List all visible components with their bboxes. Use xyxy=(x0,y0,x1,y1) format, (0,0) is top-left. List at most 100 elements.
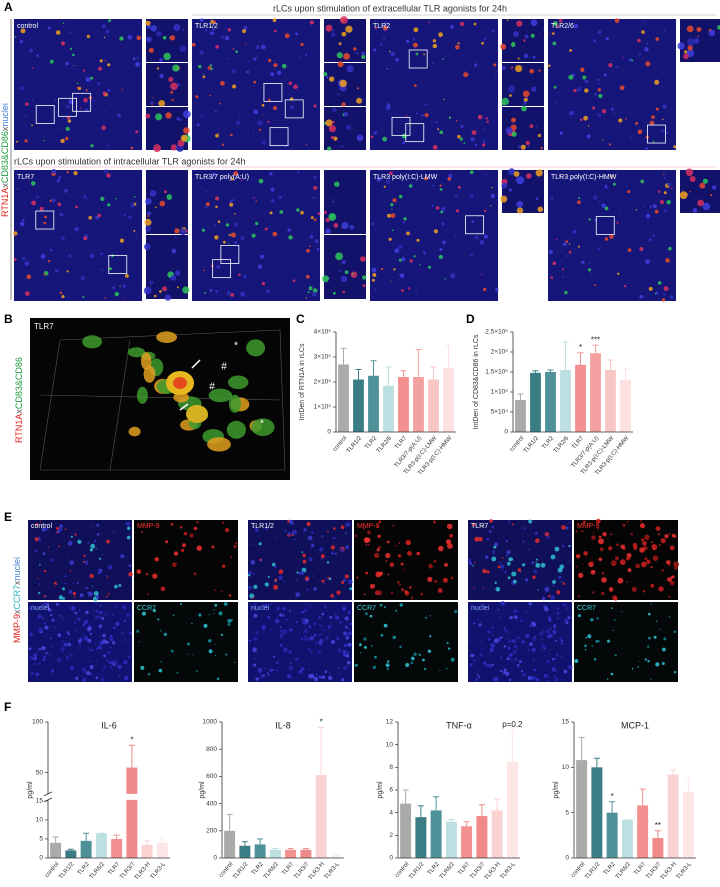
cell-signal xyxy=(125,521,131,527)
cell-signal xyxy=(412,38,416,41)
cell-signal xyxy=(36,54,39,57)
cell-signal xyxy=(87,249,90,251)
cell-signal xyxy=(468,639,470,642)
bar xyxy=(285,849,297,858)
cell-signal xyxy=(644,658,647,661)
cell-signal xyxy=(228,594,232,597)
cell-signal xyxy=(399,273,405,279)
cell-signal xyxy=(500,636,503,639)
cell-signal xyxy=(349,622,352,625)
cell-blob xyxy=(143,365,156,383)
roi-box xyxy=(212,259,232,279)
cell-signal xyxy=(215,45,219,49)
cell-signal xyxy=(216,677,220,681)
cell-signal xyxy=(344,625,348,629)
y-tick-label: 600 xyxy=(206,773,217,780)
box-edge xyxy=(279,329,286,471)
cell-signal xyxy=(172,64,180,72)
cell-signal xyxy=(330,32,336,37)
cell-signal xyxy=(341,678,345,682)
cell-blob xyxy=(228,375,249,390)
cell-signal xyxy=(608,63,613,68)
cell-signal xyxy=(489,647,494,653)
cell-signal xyxy=(140,665,145,670)
cell-signal xyxy=(659,200,665,205)
cell-signal xyxy=(669,564,671,566)
cell-signal xyxy=(180,548,185,553)
cell-signal xyxy=(248,586,252,590)
cell-signal xyxy=(327,530,329,533)
cell-signal xyxy=(138,641,141,643)
cell-signal xyxy=(367,530,371,535)
bar xyxy=(239,845,251,858)
cell-signal xyxy=(321,675,326,680)
cell-signal xyxy=(527,648,530,651)
bar xyxy=(415,817,427,858)
cell-signal xyxy=(641,30,645,34)
cell-signal xyxy=(530,676,535,681)
cell-signal xyxy=(645,213,651,219)
cell-signal xyxy=(313,218,317,222)
cell-signal xyxy=(608,546,613,551)
cell-signal xyxy=(101,269,103,271)
cell-signal xyxy=(325,217,330,223)
cell-signal xyxy=(88,648,90,651)
cell-signal xyxy=(619,559,626,566)
x-tick-label: TLR3-L xyxy=(324,861,342,881)
cell-signal xyxy=(390,280,392,282)
cell-signal xyxy=(439,669,441,672)
cell-signal xyxy=(632,542,638,548)
cell-signal xyxy=(311,231,313,234)
cell-signal xyxy=(454,609,458,614)
cell-signal xyxy=(341,581,345,584)
cell-signal xyxy=(273,584,279,590)
chart-title: MCP-1 xyxy=(621,720,649,730)
cell-signal xyxy=(669,545,675,551)
cell-signal xyxy=(260,254,265,259)
cell-signal xyxy=(359,643,362,647)
cell-signal xyxy=(668,532,671,535)
cell-signal xyxy=(114,584,118,589)
cell-signal xyxy=(699,182,706,189)
cell-signal xyxy=(133,229,136,232)
cell-signal xyxy=(223,240,226,244)
cell-signal xyxy=(415,290,418,292)
roi-box xyxy=(269,127,289,147)
cell-signal xyxy=(360,256,366,262)
cell-signal xyxy=(318,640,323,646)
cell-signal xyxy=(652,140,655,143)
cell-signal xyxy=(558,18,563,23)
y-axis-label: pg/ml xyxy=(553,781,560,799)
cell-signal xyxy=(534,531,538,535)
cell-signal xyxy=(155,113,163,121)
cell-signal xyxy=(295,618,297,620)
cell-signal xyxy=(68,99,74,105)
cell-signal xyxy=(437,128,440,131)
y-tick-label: 5 xyxy=(39,836,43,843)
roi-box xyxy=(405,123,425,143)
cell-signal xyxy=(62,597,65,600)
cell-signal xyxy=(180,602,183,606)
cell-signal xyxy=(309,674,315,679)
cell-signal xyxy=(201,228,205,232)
cell-signal xyxy=(66,270,69,273)
cell-signal xyxy=(686,25,694,33)
cell-signal xyxy=(65,656,70,660)
cell-signal xyxy=(103,36,106,39)
cell-signal xyxy=(17,188,19,190)
cell-signal xyxy=(232,84,237,89)
cell-signal xyxy=(291,529,297,535)
x-tick-label: TLR7 xyxy=(281,861,295,877)
cell-signal xyxy=(217,132,220,134)
image-label: MMP-9 xyxy=(577,523,600,530)
cell-signal xyxy=(356,51,359,55)
cell-signal xyxy=(279,643,283,647)
cell-signal xyxy=(91,585,93,587)
cell-signal xyxy=(103,665,107,669)
cell-signal xyxy=(264,526,269,530)
cell-signal xyxy=(390,591,394,595)
micrograph xyxy=(146,235,188,299)
cell-signal xyxy=(437,588,443,593)
cell-signal xyxy=(43,570,47,573)
cell-signal xyxy=(308,245,311,248)
